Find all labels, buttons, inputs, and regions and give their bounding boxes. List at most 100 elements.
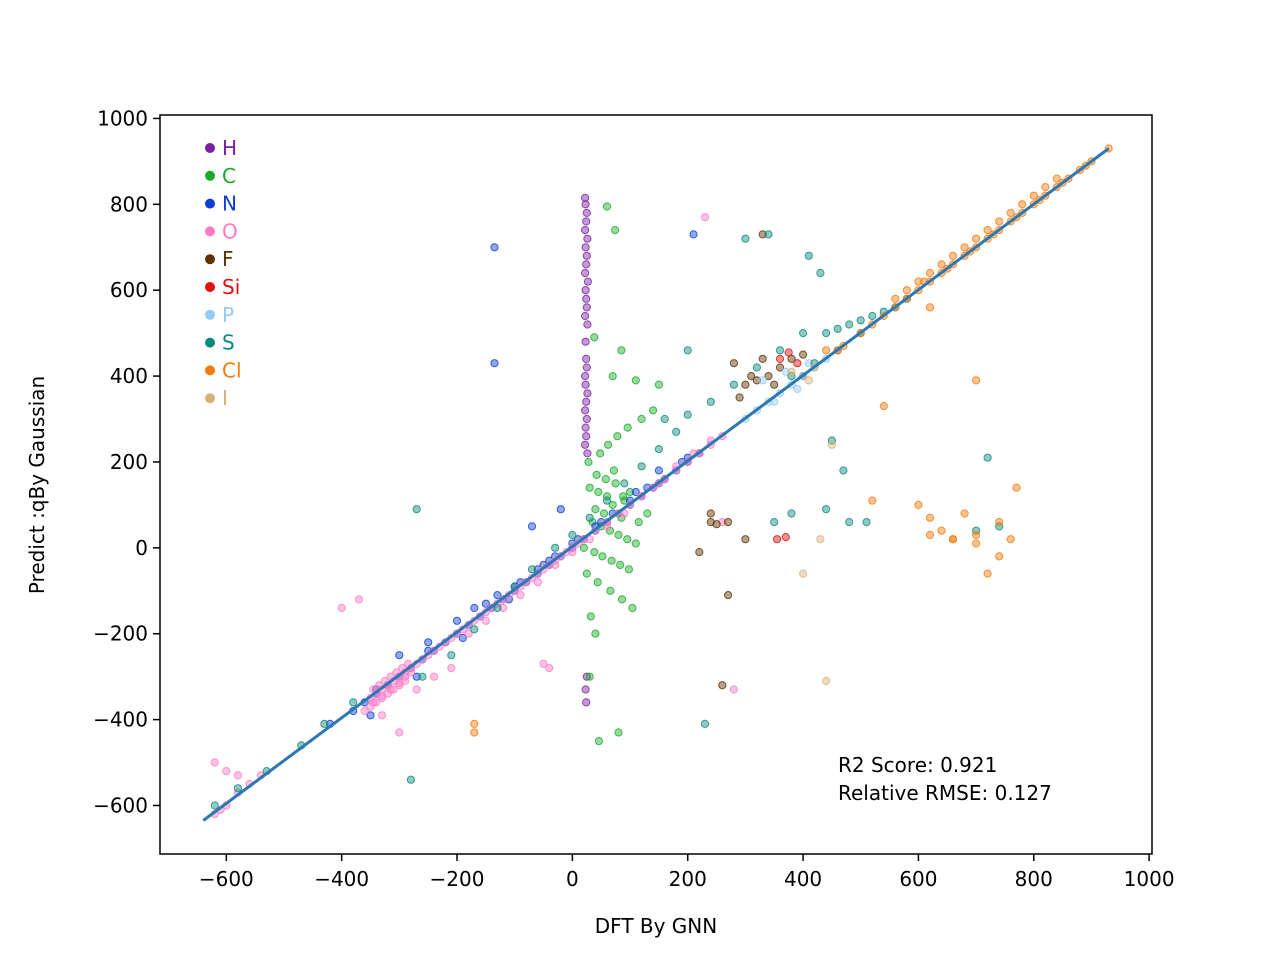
legend-label-cl: Cl bbox=[222, 358, 242, 382]
point-f bbox=[799, 350, 808, 359]
point-cl bbox=[902, 286, 912, 295]
point-o bbox=[395, 681, 404, 690]
point-cl bbox=[914, 500, 923, 509]
point-cl bbox=[891, 294, 900, 303]
point-f bbox=[741, 380, 750, 389]
point-s bbox=[412, 505, 421, 514]
point-s bbox=[620, 479, 629, 488]
point-cl bbox=[972, 539, 981, 548]
point-cl bbox=[948, 251, 958, 260]
legend-marker-o bbox=[205, 226, 215, 237]
point-s bbox=[320, 719, 329, 729]
point-n bbox=[458, 633, 467, 643]
x-axis-ticks: −600 −400 −200 0 200 400 600 800 1000 bbox=[199, 854, 1175, 891]
point-n bbox=[366, 711, 375, 720]
point-o bbox=[210, 758, 219, 767]
point-s bbox=[787, 509, 796, 518]
point-o bbox=[383, 689, 392, 698]
y-tick-label: 600 bbox=[110, 278, 148, 302]
point-c bbox=[643, 509, 652, 518]
point-c bbox=[590, 333, 599, 342]
legend-marker-p bbox=[205, 309, 215, 320]
point-h bbox=[581, 268, 590, 278]
point-c bbox=[586, 612, 595, 621]
point-o bbox=[539, 659, 548, 668]
point-cl bbox=[925, 530, 935, 540]
legend-label-si: Si bbox=[222, 275, 240, 299]
point-c bbox=[585, 672, 594, 681]
point-h bbox=[582, 432, 591, 441]
point-cl bbox=[995, 552, 1004, 561]
point-cl bbox=[960, 509, 969, 518]
point-s bbox=[822, 329, 831, 338]
point-cl bbox=[822, 346, 831, 355]
point-c bbox=[588, 518, 597, 527]
point-cl bbox=[1006, 535, 1015, 544]
point-o bbox=[360, 706, 369, 716]
point-cl bbox=[925, 303, 935, 312]
legend-label-i: I bbox=[222, 386, 228, 410]
point-h bbox=[583, 277, 593, 286]
point-h bbox=[581, 337, 590, 346]
point-f bbox=[758, 230, 767, 239]
point-s bbox=[706, 397, 715, 406]
point-c bbox=[582, 569, 591, 578]
point-o bbox=[602, 522, 612, 531]
point-o bbox=[568, 548, 577, 557]
point-o bbox=[401, 676, 410, 686]
point-c bbox=[631, 539, 640, 548]
point-cl bbox=[995, 217, 1004, 226]
point-f bbox=[724, 591, 733, 600]
legend-marker-i bbox=[205, 393, 215, 404]
point-o bbox=[389, 685, 398, 694]
point-c bbox=[614, 728, 623, 737]
point-c bbox=[590, 548, 599, 557]
point-c bbox=[631, 376, 640, 385]
point-c bbox=[611, 226, 620, 235]
point-s bbox=[683, 346, 692, 355]
point-cl bbox=[972, 530, 981, 540]
point-c bbox=[596, 449, 605, 458]
point-s bbox=[799, 329, 808, 338]
point-h bbox=[583, 234, 592, 243]
legend-label-o: O bbox=[222, 219, 238, 243]
point-s bbox=[700, 719, 710, 729]
point-o bbox=[412, 685, 421, 694]
point-s bbox=[856, 316, 865, 325]
point-h bbox=[581, 423, 590, 432]
point-i bbox=[799, 569, 808, 578]
point-s bbox=[470, 625, 479, 634]
point-c bbox=[594, 487, 603, 497]
point-s bbox=[551, 543, 560, 552]
point-o bbox=[481, 616, 490, 625]
point-n bbox=[395, 651, 404, 660]
point-n bbox=[631, 487, 640, 497]
point-n bbox=[424, 638, 433, 647]
point-c bbox=[602, 202, 612, 211]
point-s bbox=[210, 801, 219, 810]
point-h bbox=[582, 397, 591, 406]
y-tick-label: 400 bbox=[110, 364, 148, 388]
point-n bbox=[470, 603, 479, 613]
point-h bbox=[581, 311, 590, 321]
point-i bbox=[827, 440, 837, 449]
point-cl bbox=[868, 496, 877, 505]
y-tick-label: −600 bbox=[93, 793, 148, 817]
plot-frame bbox=[159, 114, 1153, 855]
y-tick-label: −200 bbox=[93, 622, 148, 646]
point-p bbox=[793, 384, 802, 394]
x-tick-label: 800 bbox=[1015, 867, 1053, 891]
point-s bbox=[349, 698, 358, 707]
legend-marker-s bbox=[205, 337, 215, 348]
legend-label-h: H bbox=[222, 136, 237, 160]
point-n bbox=[452, 616, 462, 625]
point-h bbox=[582, 260, 591, 269]
point-s bbox=[775, 346, 785, 355]
point-s bbox=[741, 234, 750, 243]
point-c bbox=[649, 406, 658, 415]
point-o bbox=[499, 603, 508, 613]
point-s bbox=[418, 672, 427, 681]
